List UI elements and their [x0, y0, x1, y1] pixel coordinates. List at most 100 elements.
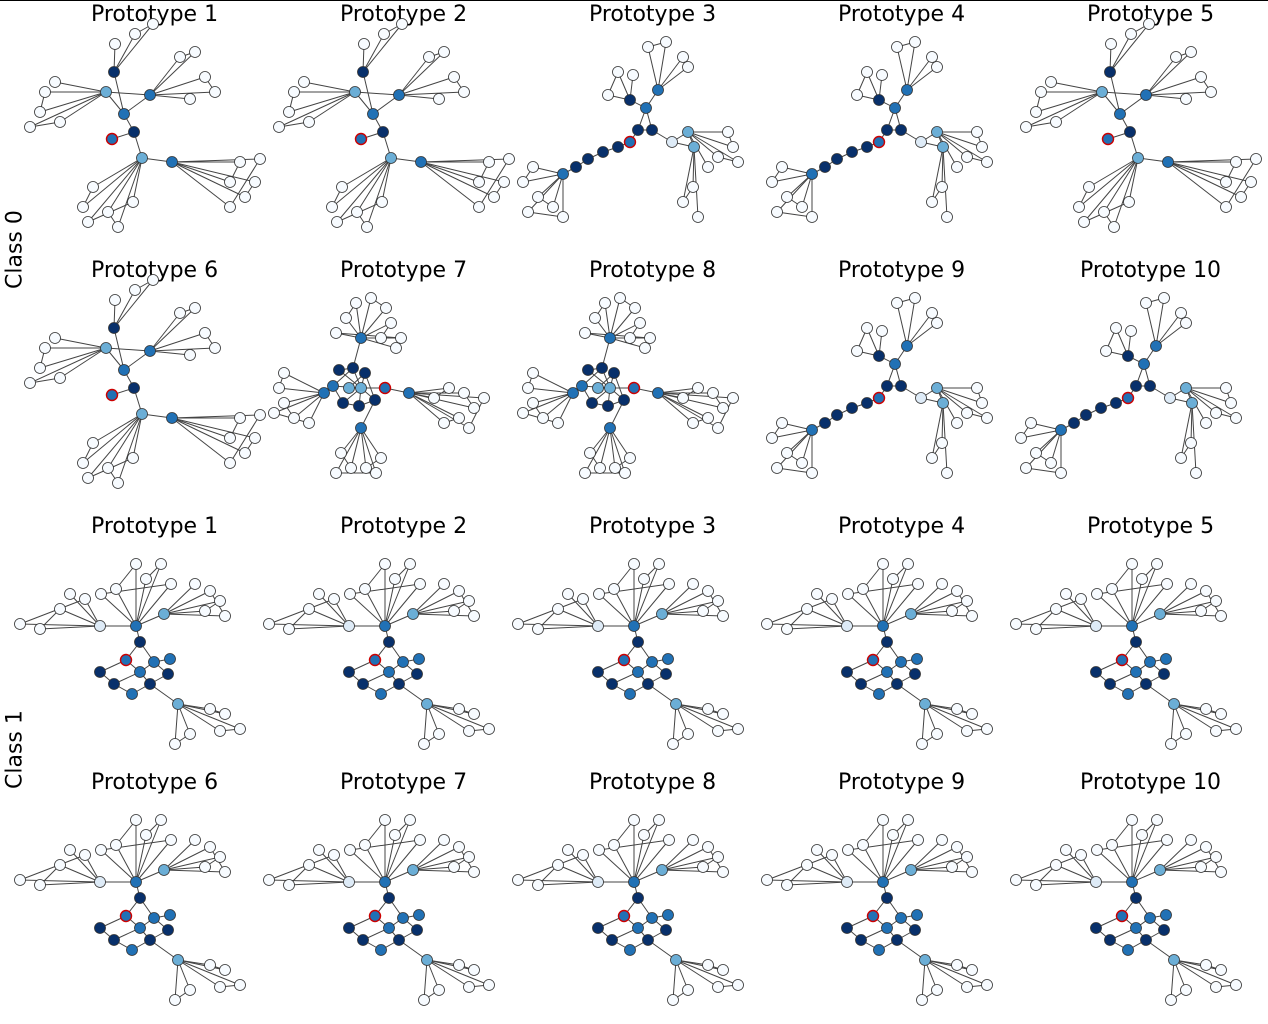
graph-edge — [1096, 593, 1133, 627]
prototype-title: Prototype 2 — [339, 514, 468, 539]
graph-node — [184, 984, 196, 996]
graph-node — [1215, 610, 1227, 622]
graph-node — [327, 380, 339, 392]
graph-node — [389, 573, 401, 585]
graph-node — [254, 153, 266, 165]
graph-node — [1090, 922, 1102, 934]
graph-node — [1090, 620, 1102, 632]
graph-node — [861, 141, 873, 153]
graph-node — [79, 849, 91, 861]
prototype-title: Prototype 4 — [837, 2, 966, 27]
graph-edge — [1109, 33, 1132, 73]
graph-node — [1158, 668, 1170, 680]
graph-edge — [816, 593, 848, 627]
graph-node — [937, 141, 949, 153]
graph-edge — [776, 173, 813, 213]
graph-node — [393, 934, 405, 946]
graph-node — [951, 417, 963, 429]
graph-edge — [522, 173, 564, 183]
graph-edge — [675, 703, 719, 732]
graph-node — [1110, 397, 1122, 409]
graph-node — [811, 844, 823, 856]
graph-node — [931, 61, 943, 73]
graph-node — [873, 350, 885, 362]
graph-node — [94, 876, 106, 888]
graph-edge — [1096, 849, 1133, 883]
graph-edge — [657, 387, 699, 394]
graph-node — [126, 944, 138, 956]
graph-node — [806, 211, 818, 223]
graph-node — [158, 864, 170, 876]
graph-node — [54, 603, 66, 615]
graph-node-highlighted — [866, 653, 880, 667]
graph-node — [1195, 605, 1207, 617]
graph-edge — [609, 307, 636, 339]
graph-edge — [1078, 157, 1139, 208]
graph-edge — [174, 959, 179, 1001]
graph-node — [34, 879, 46, 891]
graph-node — [961, 851, 973, 863]
graph-node — [1136, 829, 1148, 841]
graph-edge — [910, 610, 953, 615]
graph-node — [199, 327, 211, 339]
graph-node — [443, 382, 455, 394]
prototype-title: Prototype 5 — [1086, 514, 1215, 539]
graph-node — [1215, 866, 1227, 878]
graph-edge — [132, 157, 143, 203]
graph-node — [130, 620, 142, 632]
graph-node — [1140, 297, 1152, 309]
graph-edge — [278, 91, 356, 128]
graph-node — [1245, 176, 1257, 188]
graph-node — [108, 66, 120, 78]
graph-edge — [174, 703, 179, 745]
graph-edge — [882, 834, 894, 883]
graph-edge — [283, 372, 325, 394]
graph-node — [644, 332, 656, 344]
graph-node — [1110, 322, 1122, 334]
graph-node — [278, 397, 290, 409]
graph-node — [1075, 849, 1087, 861]
graph-edge — [1055, 608, 1097, 627]
graph-edge — [149, 350, 191, 356]
graph-node — [147, 274, 159, 286]
graph-node — [527, 367, 539, 379]
graph-edge — [1173, 703, 1217, 732]
graph-edge — [941, 146, 944, 188]
graph-node — [165, 834, 177, 846]
graph-edge — [412, 869, 475, 873]
graph-node — [584, 447, 596, 459]
graph-node — [628, 558, 640, 570]
graph-node — [162, 924, 174, 936]
graph-node — [806, 467, 818, 479]
graph-edge — [54, 337, 107, 349]
graph-node — [624, 452, 636, 464]
graph-node — [826, 849, 838, 861]
graph-edge — [1155, 312, 1182, 347]
graph-node — [478, 392, 490, 404]
graph-node — [604, 382, 616, 394]
graph-node — [383, 666, 395, 678]
graph-node — [1060, 588, 1072, 600]
graph-node — [184, 728, 196, 740]
graph-edge — [273, 392, 325, 414]
graph-node — [283, 879, 295, 891]
graph-edge — [1128, 157, 1139, 203]
graph-node — [557, 168, 569, 180]
graph-node — [383, 922, 395, 934]
graph-edge — [1083, 157, 1139, 223]
graph-edge — [149, 51, 196, 96]
graph-node — [586, 397, 598, 409]
graph-edge — [113, 71, 125, 115]
graph-node — [687, 834, 699, 846]
graph-node — [717, 708, 729, 720]
graph-edge — [412, 600, 470, 615]
graph-edge — [69, 593, 101, 627]
graph-edge — [936, 131, 988, 163]
graph-node — [385, 317, 397, 329]
graph-edge — [896, 46, 908, 91]
graph-node — [609, 462, 621, 474]
graph-node — [204, 703, 216, 715]
graph-edge — [268, 598, 335, 625]
graph-node — [254, 409, 266, 421]
graph-edge — [163, 846, 211, 871]
